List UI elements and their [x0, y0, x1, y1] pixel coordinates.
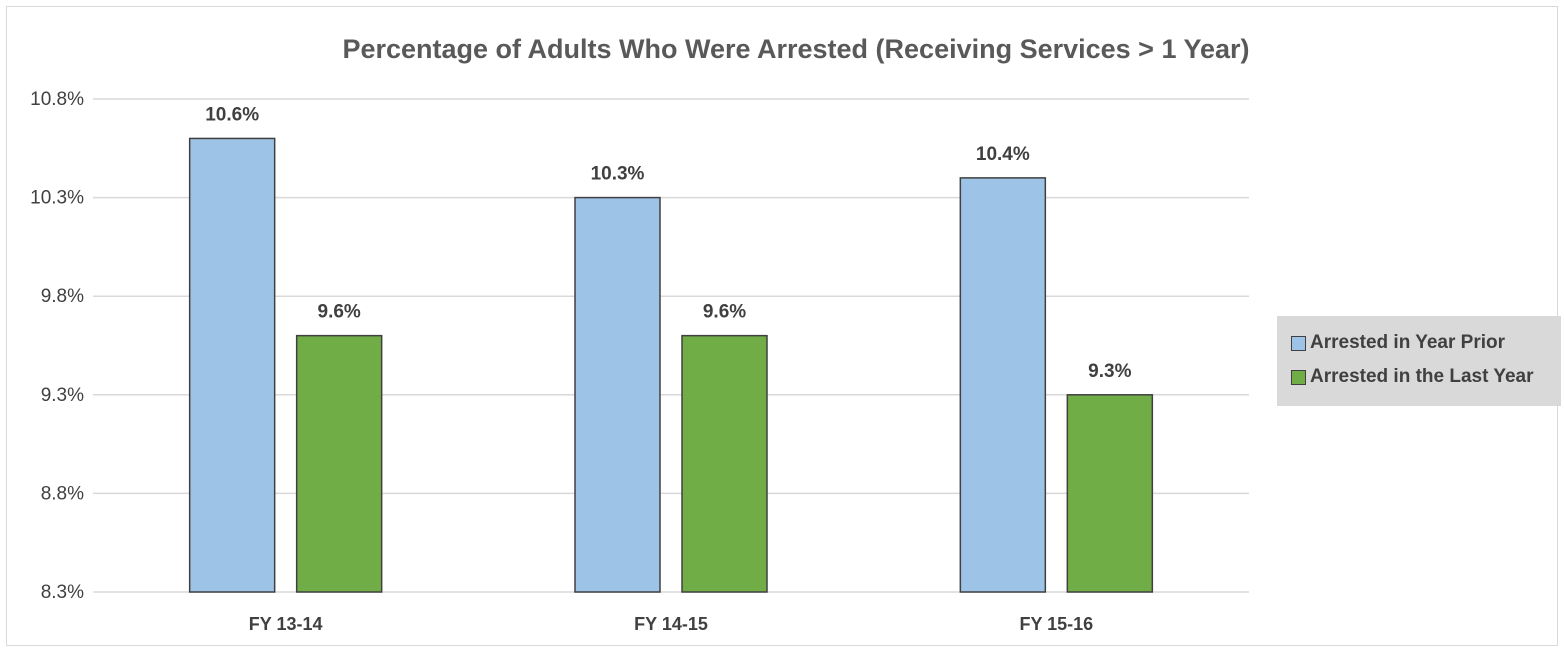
y-axis-tick-labels: 8.3% 8.8% 9.3% 9.8% 10.3% 10.8% — [30, 89, 84, 603]
data-label: 10.6% — [205, 104, 259, 125]
y-tick-label: 10.3% — [30, 188, 84, 209]
data-label: 10.3% — [591, 164, 645, 185]
data-label: 9.6% — [703, 302, 746, 323]
bar-last-year — [681, 334, 768, 593]
y-tick-label: 8.3% — [41, 582, 84, 603]
bar-year-prior — [574, 196, 661, 593]
x-tick-label: FY 15-16 — [1019, 614, 1093, 634]
legend: Arrested in Year Prior Arrested in the L… — [1277, 316, 1561, 406]
legend-swatch-last-year — [1291, 369, 1306, 385]
legend-label-year-prior: Arrested in Year Prior — [1310, 332, 1506, 353]
bar-year-prior — [959, 177, 1047, 593]
y-tick-label: 8.8% — [41, 483, 84, 504]
gridlines — [93, 98, 1249, 593]
data-label: 9.6% — [318, 302, 361, 323]
data-label: 9.3% — [1088, 361, 1131, 382]
chart-title: Percentage of Adults Who Were Arrested (… — [342, 34, 1249, 64]
bar-last-year — [1066, 394, 1154, 593]
bar-last-year — [295, 334, 383, 593]
y-tick-label: 9.8% — [41, 286, 84, 307]
data-labels: 10.6% 9.6% 10.3% 9.6% 10.4% 9.3% — [205, 104, 1131, 381]
legend-label-last-year: Arrested in the Last Year — [1310, 366, 1534, 387]
legend-swatch-year-prior — [1291, 335, 1306, 351]
bar-year-prior — [188, 137, 276, 593]
data-label: 10.4% — [976, 144, 1030, 165]
legend-item-arrested-year-prior: Arrested in Year Prior — [1291, 326, 1561, 360]
y-tick-label: 10.8% — [30, 89, 84, 110]
legend-item-arrested-last-year: Arrested in the Last Year — [1291, 360, 1561, 394]
x-tick-label: FY 13-14 — [249, 614, 323, 634]
x-tick-label: FY 14-15 — [634, 614, 708, 634]
x-axis-tick-labels: FY 13-14 FY 14-15 FY 15-16 — [249, 614, 1093, 634]
bars — [188, 137, 1154, 593]
y-tick-label: 9.3% — [41, 385, 84, 406]
